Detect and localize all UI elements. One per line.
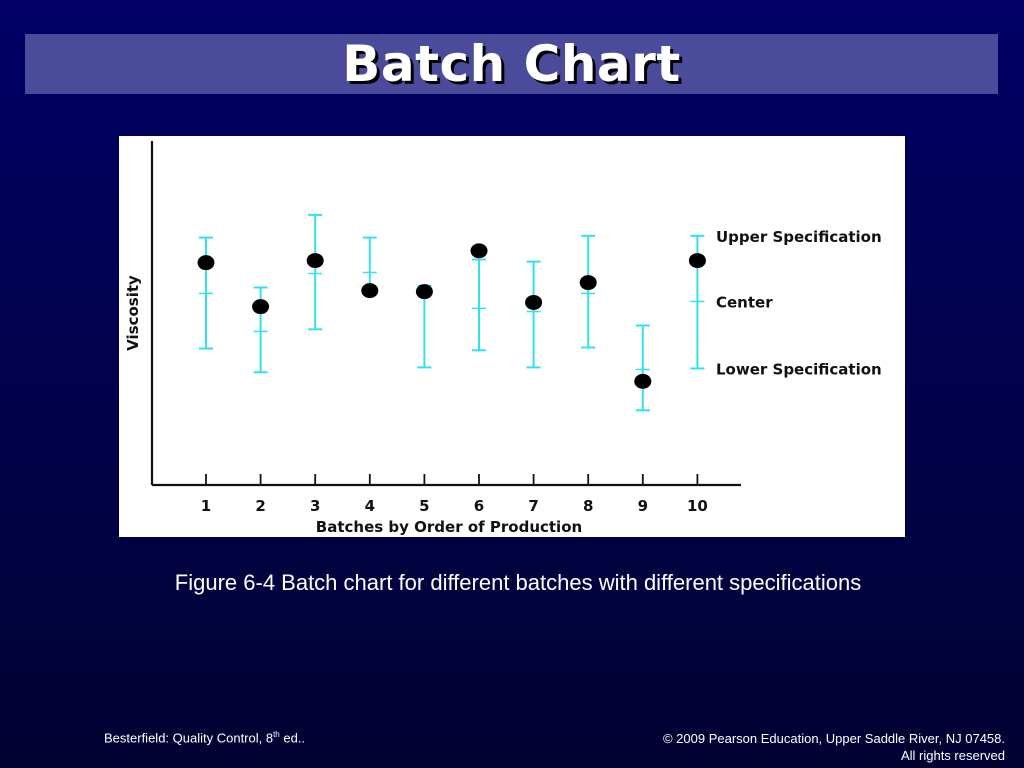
chart-panel: 1 2 3 4 5 6 7 8 9 10 Batches by Order of Productio… (119, 136, 905, 537)
x-axis-title: Batches by Order of Production (316, 518, 582, 536)
footer-source-text: Besterfield: Quality Control, 8 (104, 730, 274, 746)
copyright-line-1: © 2009 Pearson Education, Upper Saddle R… (662, 731, 1005, 746)
footer-copyright: © 2009 Pearson Education, Upper Saddle R… (663, 730, 1005, 764)
batch-point (306, 253, 324, 269)
batch-point (688, 253, 706, 269)
x-tick-label: 2 (255, 497, 265, 515)
batch-point (361, 283, 379, 299)
batch-point (415, 284, 433, 300)
batch-point (470, 243, 488, 259)
x-tick-label: 3 (310, 497, 320, 515)
batch-point (634, 373, 652, 389)
lower-spec-label: Lower Specification (716, 360, 882, 378)
x-tick-label: 9 (638, 497, 648, 515)
batch-point (525, 294, 543, 310)
batch-point (579, 275, 597, 291)
footer-source-tail: ed.. (279, 730, 306, 746)
x-tick-label: 10 (687, 497, 708, 515)
x-tick-label: 6 (474, 497, 484, 515)
x-tick-label: 4 (365, 497, 375, 515)
upper-spec-label: Upper Specification (716, 228, 882, 246)
y-axis-title: Viscosity (124, 275, 142, 351)
x-tick-label: 8 (583, 497, 593, 515)
x-tick-label: 5 (419, 497, 429, 515)
figure-caption: Figure 6-4 Batch chart for different bat… (174, 570, 862, 595)
slide-title: Batch Chart (342, 35, 681, 93)
center-label: Center (716, 293, 773, 311)
batch-point (252, 299, 270, 315)
title-bar: Batch Chart (25, 34, 998, 94)
x-tick-label: 1 (201, 497, 211, 515)
batch-chart: 1 2 3 4 5 6 7 8 9 10 Batches by Order of Productio… (124, 141, 882, 536)
x-tick-label: 7 (528, 497, 538, 515)
footer-source: Besterfield: Quality Control, 8th ed.. (104, 730, 305, 745)
batch-point (197, 255, 215, 271)
footer-source-superscript: th (273, 730, 280, 739)
copyright-line-2: All rights reserved (900, 748, 1005, 763)
